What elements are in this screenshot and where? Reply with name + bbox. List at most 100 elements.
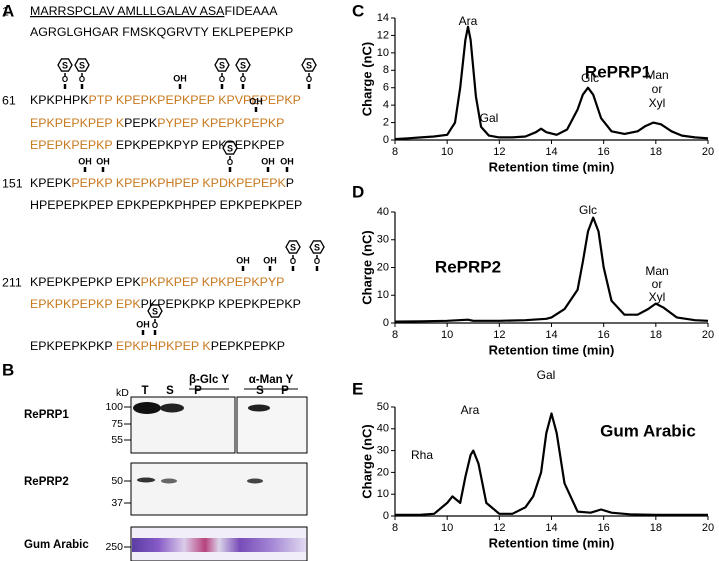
y-tick-label: 20 (377, 466, 389, 478)
x-tick-label: 8 (392, 146, 398, 158)
line-number: 1 (2, 4, 9, 18)
sugar-hexagon (214, 58, 230, 72)
x-tick-label: 12 (493, 329, 505, 341)
peak-label: Ara (461, 403, 480, 417)
data-line (394, 216, 709, 323)
sequence-segment: EPKPKPEPKP EPK (30, 297, 141, 311)
sequence-segment: P (286, 176, 294, 190)
panel-label: B (2, 360, 14, 379)
peak-label: Xyl (649, 290, 666, 304)
sugar-hexagon (285, 240, 301, 254)
x-tick-label: 12 (493, 522, 505, 534)
sequence-segment: AGRGLGHGAR FMSKQGRVTY EKLPEPEPKP (30, 25, 293, 39)
y-tick-label: 50 (377, 401, 389, 413)
data-line (394, 412, 708, 516)
x-tick-label: 8 (392, 329, 398, 341)
sequence-segment: EPKPEPKPKP (30, 339, 112, 353)
y-tick-label: 20 (377, 261, 389, 273)
hydroxyl-text: OH (263, 255, 277, 265)
hydroxyl-text: OH (173, 73, 187, 83)
peak-label: or (652, 82, 663, 96)
y-tick-label: 8 (383, 64, 389, 76)
sequence-segment: PKPEPKPKP KPEPKPEPKP (141, 297, 301, 311)
panel-label: D (352, 182, 364, 201)
hydroxyl-text: OH (249, 96, 263, 106)
hydroxyl-text: OH (136, 319, 150, 329)
y-axis-label: Charge (nC) (359, 424, 374, 498)
sequence-segment: FIDEAAA (224, 4, 278, 18)
panel-label: E (352, 379, 363, 398)
link-text: O (290, 257, 296, 266)
chart-title: Gum Arabic (600, 421, 696, 440)
y-tick-label: 10 (377, 47, 389, 59)
sequence-line: HPEPEPKPEP EPKPEPKPHPEP EPKPEPKPEP (30, 198, 302, 212)
x-axis-label: Retention time (min) (489, 535, 615, 550)
x-tick-label: 14 (545, 522, 557, 534)
y-tick-label: 2 (383, 116, 389, 128)
x-axis-label: Retention time (min) (489, 342, 615, 357)
sugar-hexagon (74, 58, 90, 72)
hydroxyl-text: OH (78, 156, 92, 166)
peak-label: Man (645, 68, 668, 82)
sugar-hexagon (301, 58, 317, 72)
glycan-icon: SO (57, 58, 73, 89)
peak-label: Xyl (649, 96, 666, 110)
peak-label: Man (645, 264, 668, 278)
x-tick-label: 16 (598, 146, 610, 158)
sugar-text: S (306, 60, 312, 70)
blot-row-label: Gum Arabic (24, 539, 89, 551)
marker-label: 75 (111, 418, 123, 430)
y-tick-label: 6 (383, 82, 389, 94)
peak-label: Ara (459, 14, 478, 28)
lane-label: S (166, 385, 174, 397)
sequence-line: EPEPKPEPKP EPKPEPKPYP EPKPEPKPEP (30, 138, 284, 152)
link-text: O (314, 257, 320, 266)
sugar-text: S (240, 60, 246, 70)
x-tick-label: 18 (650, 329, 662, 341)
peak-label: or (652, 277, 663, 291)
y-axis-label: Charge (nC) (359, 42, 374, 116)
glycan-icon: SO (214, 58, 230, 89)
link-text: O (79, 75, 85, 84)
x-tick-label: 20 (702, 522, 714, 534)
sequence-line: MARRSPCLAV AMLLLGALAV ASAFIDEAAA (30, 4, 278, 18)
y-tick-label: 14 (377, 12, 389, 24)
sugar-hexagon (235, 58, 251, 72)
sugar-hexagon (147, 304, 163, 318)
chart-title: RePRP1 (585, 62, 651, 81)
line-number: 151 (2, 176, 23, 190)
y-tick-label: 12 (377, 29, 389, 41)
lane-label: P (194, 385, 202, 397)
sugar-text: S (314, 242, 320, 252)
marker-label: 55 (111, 434, 123, 446)
hydroxyl-text: OH (280, 156, 294, 166)
sequence-segment: KPEPK (30, 176, 72, 190)
sugar-hexagon (309, 240, 325, 254)
x-tick-label: 10 (441, 329, 453, 341)
sequence-segment: PTP KPEPKPEPKPEP KPVPEPEPKP (89, 93, 301, 107)
sugar-text: S (152, 306, 158, 316)
x-tick-label: 20 (702, 329, 714, 341)
sequence-line: KPEPKPEPKP KPEPKPHPEP KPDKPEPEPKP (30, 176, 294, 190)
x-tick-label: 16 (598, 522, 610, 534)
y-tick-label: 10 (377, 488, 389, 500)
sequence-line: EPKPEPKPKP EPKPHPKPEP KPEPKPEPKP (30, 339, 285, 353)
peak-label: Glc (579, 203, 597, 217)
sequence-segment: PEPKPEPKP (211, 339, 285, 353)
x-tick-label: 8 (392, 522, 398, 534)
sequence-segment: KPKPHPK (30, 93, 89, 107)
y-tick-label: 4 (383, 99, 389, 111)
glycan-icon: SO (235, 58, 251, 89)
y-tick-label: 0 (383, 317, 389, 329)
sequence-line: EPKPEPKPEP KPEPKPYPEP KPEPKPEPKP (30, 116, 284, 130)
sequence-segment: EPEPKPEPKP (30, 138, 112, 152)
blot-row-label: RePRP2 (24, 476, 69, 488)
glycan-icon: SO (74, 58, 90, 89)
y-tick-label: 40 (377, 206, 389, 218)
blot-frames (130, 388, 308, 561)
link-text: O (240, 75, 246, 84)
y-tick-label: 10 (377, 289, 389, 301)
glycan-icon: SO (309, 240, 325, 271)
x-tick-label: 14 (545, 329, 557, 341)
link-text: O (306, 75, 312, 84)
